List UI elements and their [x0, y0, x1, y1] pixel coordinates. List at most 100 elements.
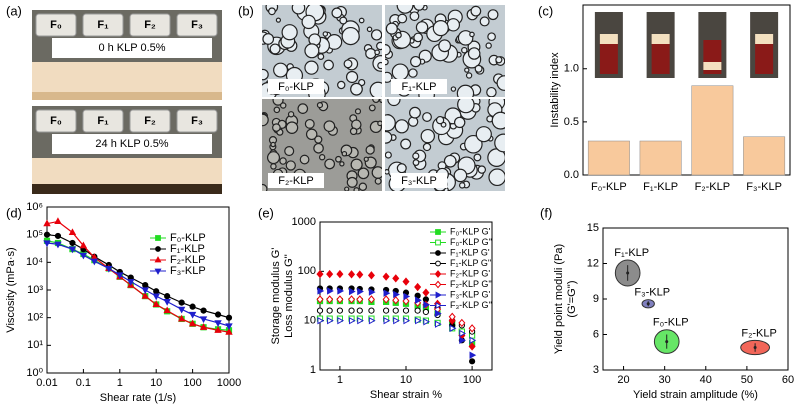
- droplet: [385, 58, 389, 66]
- droplet: [262, 33, 275, 45]
- marker: [414, 282, 422, 292]
- droplet: [385, 114, 396, 132]
- marker: [423, 301, 431, 309]
- x-tick-label: 0.1: [76, 377, 91, 389]
- droplet: [413, 32, 423, 43]
- droplet: [281, 24, 298, 41]
- marker: [434, 320, 442, 328]
- legend-label: F₀-KLP G': [450, 226, 491, 236]
- legend-label: F₃-KLP: [170, 265, 206, 277]
- micrograph-label: F₁-KLP: [402, 81, 437, 93]
- droplet: [395, 31, 402, 39]
- marker: [382, 272, 390, 281]
- vial-content: [599, 34, 618, 44]
- x-tick-label: F₃-KLP: [746, 181, 782, 193]
- vial-content: [651, 40, 670, 74]
- droplet: [396, 163, 407, 174]
- droplet: [358, 17, 365, 24]
- marker: [337, 287, 345, 295]
- droplet: [331, 7, 343, 19]
- marker: [43, 231, 51, 238]
- marker: [402, 277, 410, 286]
- point-label: F₂-KLP: [741, 327, 776, 339]
- vial-lid: [129, 13, 171, 37]
- droplet: [262, 113, 269, 127]
- droplet: [464, 67, 470, 73]
- droplet: [323, 59, 334, 71]
- point-label: F₀-KLP: [653, 317, 689, 329]
- marker: [178, 299, 185, 306]
- marker: [348, 270, 356, 279]
- marker: [327, 287, 334, 295]
- marker: [368, 307, 375, 314]
- droplet: [268, 7, 276, 16]
- droplet: [377, 61, 382, 70]
- legend-label: F₀-KLP: [170, 232, 206, 244]
- marker: [468, 342, 476, 351]
- droplet: [365, 48, 377, 60]
- y-tick-label: 10¹: [27, 339, 43, 351]
- marker: [164, 293, 171, 300]
- droplet: [495, 56, 503, 64]
- droplet: [305, 128, 318, 141]
- droplet: [475, 126, 492, 143]
- droplet: [285, 121, 299, 134]
- marker: [356, 295, 364, 304]
- marker: [327, 316, 334, 325]
- x-tick-label: 50: [741, 374, 753, 386]
- marker: [423, 318, 431, 326]
- marker: [43, 219, 51, 227]
- marker: [422, 308, 429, 316]
- x-axis-label: Shear rate (1/s): [100, 392, 176, 404]
- marker: [199, 316, 208, 324]
- droplet: [408, 68, 418, 78]
- marker: [105, 265, 113, 273]
- droplet: [415, 21, 429, 34]
- y-tick-label: 10: [304, 315, 316, 327]
- marker: [368, 288, 376, 296]
- droplet: [323, 120, 336, 133]
- droplet: [291, 5, 306, 15]
- droplet: [385, 71, 393, 83]
- marker: [326, 269, 334, 279]
- droplet: [453, 116, 466, 129]
- droplet: [376, 41, 382, 51]
- point: [626, 271, 630, 275]
- legend-label: F₁-KLP G': [450, 247, 490, 257]
- legend-label: F₂-KLP: [170, 254, 205, 266]
- droplet: [366, 26, 373, 33]
- droplet: [409, 11, 420, 22]
- droplet: [479, 16, 490, 27]
- y-axis-label: Yield point moduli (Pa): [553, 244, 565, 354]
- droplet: [284, 145, 295, 157]
- droplet: [349, 127, 358, 136]
- marker: [214, 311, 222, 318]
- droplet: [301, 14, 316, 30]
- droplet: [270, 163, 277, 170]
- droplet: [354, 108, 362, 115]
- marker: [317, 287, 325, 295]
- marker: [392, 274, 400, 283]
- marker: [317, 316, 325, 325]
- vial-content: [599, 40, 618, 74]
- vial-label: F₃: [191, 19, 203, 31]
- x-tick-label: 60: [782, 374, 794, 386]
- marker: [316, 269, 324, 279]
- droplet: [322, 31, 329, 37]
- marker: [468, 324, 476, 333]
- bar: [743, 136, 786, 176]
- droplet: [370, 29, 382, 41]
- x-tick-label: 10: [150, 377, 162, 389]
- micrograph-label: F₂-KLP: [278, 175, 313, 187]
- droplet: [397, 13, 408, 24]
- marker: [336, 295, 344, 304]
- marker: [336, 269, 344, 279]
- droplet: [450, 86, 457, 92]
- y-axis-label: Storage modulus G': [270, 248, 282, 345]
- droplet: [422, 112, 432, 122]
- droplet: [297, 103, 309, 114]
- marker: [54, 241, 62, 249]
- droplet: [453, 168, 468, 183]
- y-tick-label: 0.0: [564, 169, 579, 181]
- droplet: [357, 167, 370, 180]
